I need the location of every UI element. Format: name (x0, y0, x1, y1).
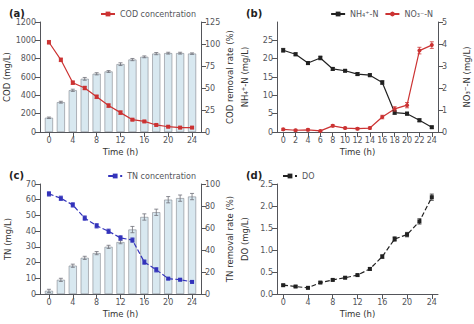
svg-text:12: 12 (115, 136, 125, 145)
svg-text:0: 0 (281, 298, 286, 307)
svg-text:4: 4 (442, 40, 447, 49)
svg-text:12: 12 (115, 298, 125, 307)
svg-text:0: 0 (205, 128, 210, 137)
svg-text:14: 14 (365, 136, 375, 145)
svg-text:8: 8 (330, 136, 335, 145)
svg-text:6: 6 (318, 136, 323, 145)
svg-text:(a): (a) (9, 8, 25, 19)
svg-text:0: 0 (31, 128, 36, 137)
svg-text:1000: 1000 (16, 36, 36, 45)
svg-text:Time (h): Time (h) (102, 147, 139, 157)
svg-text:12: 12 (352, 298, 362, 307)
svg-text:100: 100 (205, 40, 220, 49)
svg-text:1.5: 1.5 (260, 224, 273, 233)
svg-text:TN concentration: TN concentration (126, 172, 196, 181)
svg-text:75: 75 (205, 62, 215, 71)
svg-text:600: 600 (21, 73, 36, 82)
svg-text:Time (h): Time (h) (339, 147, 376, 157)
svg-text:18: 18 (390, 136, 400, 145)
svg-text:20: 20 (402, 136, 412, 145)
svg-text:NH₄⁺-N: NH₄⁺-N (350, 10, 378, 19)
svg-text:2.0: 2.0 (260, 202, 273, 211)
svg-text:0: 0 (281, 136, 286, 145)
svg-text:70: 70 (26, 180, 36, 189)
svg-text:16: 16 (377, 298, 387, 307)
svg-text:(c): (c) (9, 170, 24, 181)
svg-text:NO₃⁻-N (mg/L): NO₃⁻-N (mg/L) (462, 47, 472, 108)
svg-text:50: 50 (26, 211, 36, 220)
svg-text:80: 80 (205, 202, 215, 211)
svg-text:60: 60 (205, 224, 215, 233)
svg-text:0: 0 (268, 128, 273, 137)
svg-text:125: 125 (205, 18, 220, 27)
svg-text:4: 4 (305, 136, 310, 145)
svg-text:30: 30 (26, 242, 36, 251)
svg-text:20: 20 (263, 54, 273, 63)
svg-text:5: 5 (268, 109, 273, 118)
svg-text:2.5: 2.5 (260, 180, 273, 189)
svg-text:24: 24 (187, 298, 197, 307)
svg-text:Time (h): Time (h) (102, 309, 139, 319)
svg-text:COD (mg/L): COD (mg/L) (2, 52, 12, 102)
svg-text:TN (mg/L): TN (mg/L) (3, 218, 13, 261)
svg-text:(b): (b) (246, 8, 262, 19)
svg-text:0.5: 0.5 (260, 268, 273, 277)
svg-text:8: 8 (330, 298, 335, 307)
svg-text:20: 20 (163, 298, 173, 307)
svg-text:40: 40 (26, 227, 36, 236)
svg-text:400: 400 (21, 91, 36, 100)
svg-text:20: 20 (163, 136, 173, 145)
svg-text:50: 50 (205, 84, 215, 93)
svg-text:0: 0 (442, 128, 447, 137)
svg-text:1200: 1200 (16, 18, 36, 27)
svg-text:800: 800 (21, 54, 36, 63)
svg-text:0: 0 (31, 290, 36, 299)
svg-text:4: 4 (70, 136, 75, 145)
svg-text:NH₄⁺-N (mg/L): NH₄⁺-N (mg/L) (240, 47, 250, 108)
svg-text:12: 12 (352, 136, 362, 145)
svg-text:4: 4 (70, 298, 75, 307)
svg-text:Time (h): Time (h) (339, 309, 376, 319)
svg-text:8: 8 (94, 298, 99, 307)
svg-text:20: 20 (402, 298, 412, 307)
svg-text:2: 2 (442, 84, 447, 93)
svg-text:COD removal rate (%): COD removal rate (%) (225, 30, 235, 124)
svg-text:20: 20 (26, 258, 36, 267)
svg-text:8: 8 (94, 136, 99, 145)
svg-text:25: 25 (263, 36, 273, 45)
svg-text:1: 1 (442, 106, 447, 115)
svg-text:24: 24 (427, 136, 437, 145)
svg-text:0.0: 0.0 (260, 290, 273, 299)
svg-text:DO: DO (302, 172, 314, 181)
svg-text:10: 10 (26, 274, 36, 283)
svg-text:COD concentration: COD concentration (120, 10, 196, 19)
svg-text:16: 16 (139, 136, 149, 145)
svg-text:10: 10 (340, 136, 350, 145)
svg-text:20: 20 (205, 268, 215, 277)
svg-text:15: 15 (263, 73, 273, 82)
svg-text:24: 24 (187, 136, 197, 145)
svg-text:4: 4 (305, 298, 310, 307)
svg-text:16: 16 (377, 136, 387, 145)
svg-text:0: 0 (205, 290, 210, 299)
svg-text:DO (mg/L): DO (mg/L) (240, 217, 250, 261)
svg-text:(d): (d) (246, 170, 262, 181)
svg-text:200: 200 (21, 109, 36, 118)
svg-text:1.0: 1.0 (260, 246, 273, 255)
svg-text:2: 2 (293, 136, 298, 145)
svg-text:0: 0 (46, 298, 51, 307)
svg-text:5: 5 (442, 18, 447, 27)
svg-text:24: 24 (427, 298, 437, 307)
svg-text:40: 40 (205, 246, 215, 255)
svg-text:16: 16 (139, 298, 149, 307)
svg-text:0: 0 (46, 136, 51, 145)
svg-text:NO₃⁻-N: NO₃⁻-N (404, 10, 433, 19)
svg-text:10: 10 (263, 91, 273, 100)
svg-text:60: 60 (26, 195, 36, 204)
svg-text:22: 22 (414, 136, 424, 145)
svg-text:3: 3 (442, 62, 447, 71)
svg-text:100: 100 (205, 180, 220, 189)
svg-text:25: 25 (205, 106, 215, 115)
svg-text:TN removal rate (%): TN removal rate (%) (225, 196, 235, 283)
